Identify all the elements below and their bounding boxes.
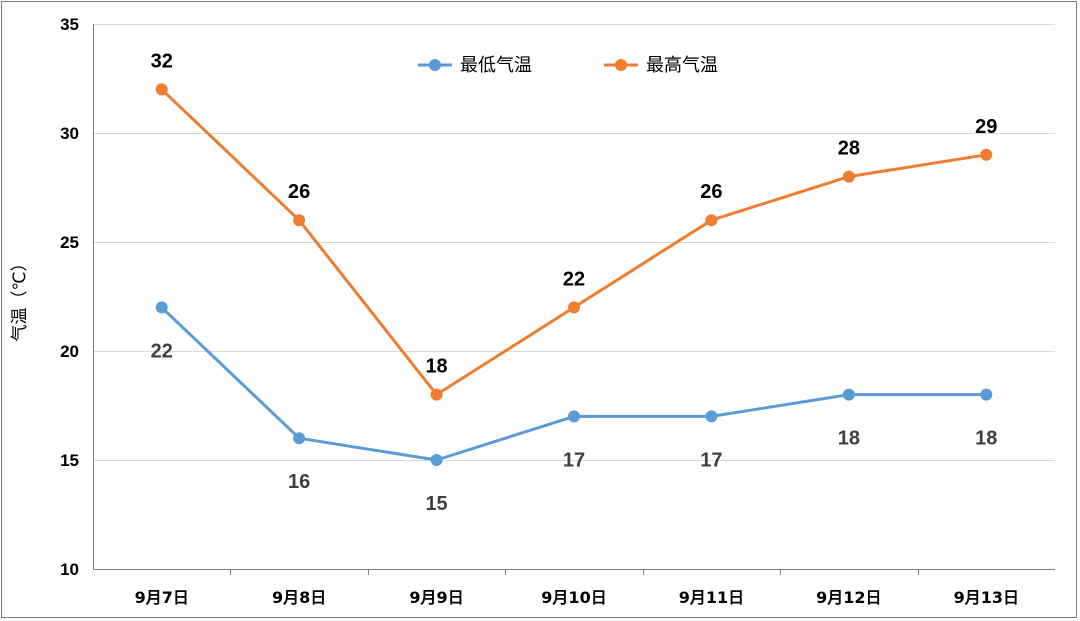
y-tick-label: 10 xyxy=(60,560,79,579)
data-label: 29 xyxy=(975,116,997,138)
data-point xyxy=(568,301,580,314)
series-lines xyxy=(155,83,993,466)
data-point xyxy=(842,170,855,183)
data-point xyxy=(155,83,168,96)
axes xyxy=(93,24,1055,575)
x-tick-label: 9月12日 xyxy=(816,588,881,607)
data-label: 32 xyxy=(151,50,173,72)
data-label: 28 xyxy=(838,138,860,160)
legend: 最低气温 最高气温 xyxy=(418,55,718,76)
x-tick-labels: 9月7日 9月8日 9月9日 9月10日 9月11日 9月12日 9月13日 xyxy=(135,588,1019,607)
data-label: 17 xyxy=(563,449,585,471)
legend-marker xyxy=(429,59,441,71)
y-tick-label: 15 xyxy=(60,451,79,470)
legend-label: 最高气温 xyxy=(646,55,718,76)
gridlines xyxy=(93,24,1055,461)
data-point xyxy=(980,148,993,161)
x-tick-label: 9月8日 xyxy=(272,588,326,607)
series-line-low xyxy=(160,306,987,462)
data-point xyxy=(293,214,306,227)
data-point xyxy=(980,388,993,401)
data-point xyxy=(842,388,855,401)
y-tick-labels: 10 15 20 25 30 35 xyxy=(60,15,79,579)
x-tick-label: 9月9日 xyxy=(409,588,463,607)
x-tick-label: 9月10日 xyxy=(541,588,606,607)
data-point xyxy=(430,388,443,401)
data-point xyxy=(705,214,718,227)
data-labels: 22 16 15 17 17 18 18 32 26 18 22 26 28 29 xyxy=(151,50,998,515)
data-point xyxy=(293,432,306,445)
data-point xyxy=(430,454,443,466)
data-label: 18 xyxy=(838,428,860,450)
x-tick-label: 9月11日 xyxy=(679,588,744,607)
data-label: 17 xyxy=(700,449,722,471)
x-tick-label: 9月13日 xyxy=(954,588,1019,607)
x-tick-label: 9月7日 xyxy=(135,588,189,607)
data-label: 15 xyxy=(425,493,447,515)
y-tick-label: 20 xyxy=(60,342,79,361)
data-label: 22 xyxy=(563,268,585,290)
y-axis-label: 气温（℃） xyxy=(10,254,30,341)
data-point xyxy=(568,410,580,423)
legend-marker xyxy=(615,59,627,71)
data-label: 18 xyxy=(975,428,997,450)
data-point xyxy=(155,301,168,314)
data-label: 16 xyxy=(288,471,310,493)
data-label: 18 xyxy=(425,356,447,378)
data-label: 26 xyxy=(700,181,722,203)
data-label: 22 xyxy=(151,340,173,362)
y-tick-label: 35 xyxy=(60,15,79,34)
legend-label: 最低气温 xyxy=(460,55,532,76)
y-tick-label: 30 xyxy=(60,124,79,143)
data-point xyxy=(705,410,718,423)
data-label: 26 xyxy=(288,181,310,203)
y-tick-label: 25 xyxy=(60,233,79,252)
